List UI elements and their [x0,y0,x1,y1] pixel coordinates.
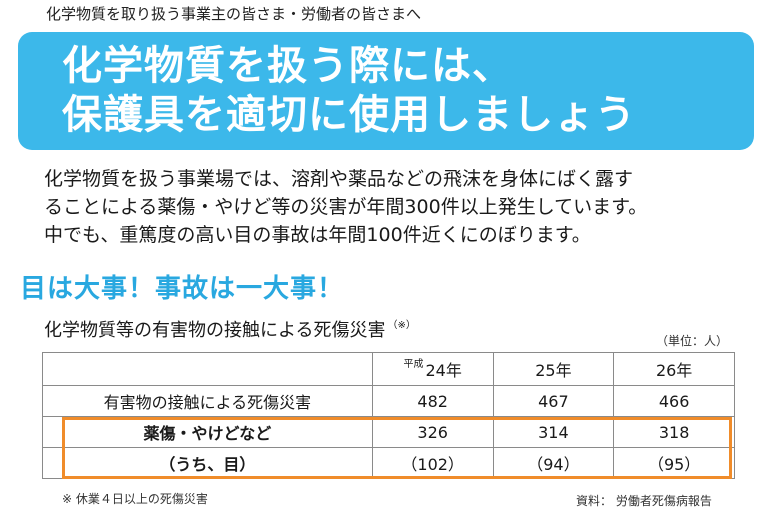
cell-value: 318 [613,416,735,448]
table-row: （うち、目） （102） （94） （95） [42,447,735,479]
intro-line-2: ることによる薬傷・やけど等の災害が年間300件以上発生しています。 [44,196,648,218]
era-label: 平成 [403,359,424,370]
header-year-1: 平成 24年 [371,352,494,386]
footnote: ※ 休業４日以上の死傷災害 [62,492,208,506]
cell-value: 314 [492,416,615,448]
table-row: 有害物の接触による死傷災害 482 467 466 [42,385,735,417]
source-note: 資料： 労働者死傷病報告 [576,494,712,508]
table-title-text: 化学物質等の有害物の接触による死傷災害 [44,320,386,341]
cell-value: 467 [492,385,615,417]
intro-line-1: 化学物質を扱う事業場では、溶剤や薬品などの飛沫を身体にばく露す [44,168,634,190]
header-year-3: 26年 [613,352,735,386]
cell-value: 466 [613,385,735,417]
row-label-total: 有害物の接触による死傷災害 [42,385,373,417]
table-title: 化学物質等の有害物の接触による死傷災害 （※） [44,316,416,342]
header-empty-cell [42,352,373,386]
year-1-label: 24年 [425,361,462,380]
section-headline: 目は大事！事故は一大事！ [20,274,345,304]
audience-note: 化学物質を取り扱う事業主の皆さま・労働者の皆さまへ [46,5,422,23]
cell-value: （102） [371,447,494,479]
intro-line-3: 中でも、重篤度の高い目の事故は年間100件近くにのぼります。 [44,224,591,246]
intro-paragraph: 化学物質を扱う事業場では、溶剤や薬品などの飛沫を身体にばく露す ることによる薬傷… [44,165,754,249]
header-year-2: 25年 [492,352,615,386]
banner-title-line-1: 化学物質を扱う際には、 [62,43,513,89]
table-header-row: 平成 24年 25年 26年 [42,352,735,386]
cell-value: （95） [613,447,735,479]
table-row: 薬傷・やけどなど 326 314 318 [42,416,735,448]
cell-value: （94） [492,447,615,479]
row-label-burns: 薬傷・やけどなど [42,416,373,448]
title-banner: 化学物質を扱う際には、 保護具を適切に使用しましょう [18,32,754,150]
cell-value: 482 [371,385,494,417]
row-label-eyes: （うち、目） [42,447,373,479]
table-unit: （単位：人） [656,334,729,348]
table-title-note: （※） [387,320,416,331]
injury-statistics-table: 平成 24年 25年 26年 有害物の接触による死傷災害 482 467 466 … [42,352,735,479]
banner-title-line-2: 保護具を適切に使用しましょう [62,92,636,138]
cell-value: 326 [371,416,494,448]
